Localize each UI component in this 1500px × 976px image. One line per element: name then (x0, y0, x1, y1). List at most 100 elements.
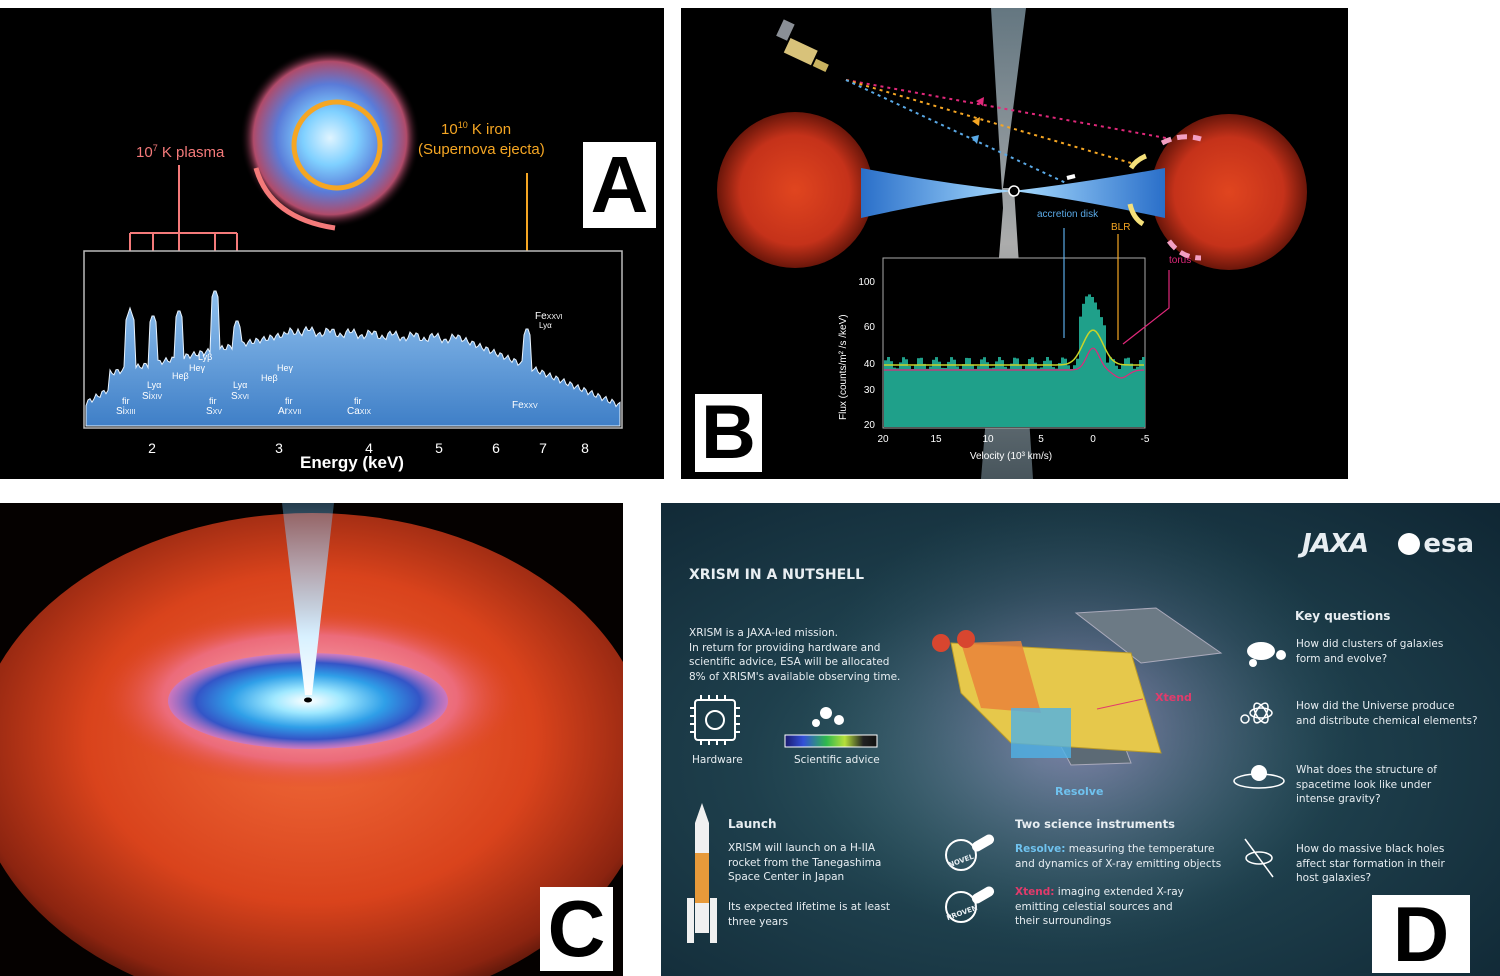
resolve-callout: Resolve (1055, 785, 1104, 798)
histogram-bin (1049, 360, 1052, 427)
histogram-bin (920, 357, 923, 427)
novel-badge-icon (945, 834, 995, 871)
model-curve-blr (884, 329, 1144, 366)
histogram-bin (1142, 357, 1145, 427)
histogram-bin (1034, 362, 1037, 427)
histogram-bin (902, 357, 905, 427)
histogram-bin (1010, 363, 1013, 427)
histogram-bin (1052, 367, 1055, 427)
xtend-line: emitting celestial sources and (1015, 900, 1173, 913)
lifetime-line: three years (728, 915, 789, 928)
svg-text:Lyα: Lyα (539, 321, 552, 330)
histogram-bin (884, 360, 887, 427)
panel-b: accretion disk BLR torus 100 60 40 30 20… (681, 8, 1348, 479)
histogram-bin (974, 368, 977, 427)
histogram-bin (926, 368, 929, 427)
jet-c (282, 503, 334, 695)
panel-d: JAXA esa XRISM IN A NUTSHELL XRISM is a … (661, 503, 1500, 976)
torus-label: torus (1169, 255, 1191, 266)
black-hole-jet-icon (1244, 838, 1274, 878)
histogram-bin (914, 364, 917, 427)
infographic-title: XRISM IN A NUTSHELL (689, 567, 865, 583)
plasma-label: 107 K plasma (136, 143, 225, 161)
intro-line: XRISM is a JAXA-led mission. (689, 627, 838, 639)
svg-text:fir: fir (209, 396, 217, 406)
key-questions-title: Key questions (1295, 609, 1391, 623)
lifetime-text: Its expected lifetime is at least three … (728, 900, 890, 929)
histogram-bin (1001, 360, 1004, 427)
svg-text:Heβ: Heβ (172, 371, 189, 381)
histogram-bin (1037, 368, 1040, 427)
histogram-bin (929, 366, 932, 427)
resolve-description: Resolve: measuring the temperature and d… (1015, 842, 1221, 871)
histogram-bin (911, 369, 914, 427)
xrism-satellite-icon (776, 19, 829, 72)
intro-line: 8% of XRISM's available observing time. (689, 670, 901, 683)
h-iia-rocket-icon (687, 803, 717, 943)
xtend-name: Xtend: (1015, 886, 1055, 898)
label-fir: fir (122, 396, 130, 406)
svg-text:Lyβ: Lyβ (198, 352, 212, 362)
svg-text:Lyα: Lyα (147, 380, 161, 390)
histogram-bin (977, 366, 980, 427)
question-line: and distribute chemical elements? (1296, 714, 1478, 727)
histogram-bin (1007, 368, 1010, 427)
line-of-sight-rays (845, 79, 1167, 184)
histogram-bin (1097, 309, 1100, 427)
histogram-bin (1088, 294, 1091, 427)
histogram-bin (986, 362, 989, 427)
histogram-bin (1076, 358, 1079, 427)
histogram-bin (899, 362, 902, 427)
histogram-bin (1082, 303, 1085, 427)
histogram-bin (1073, 365, 1076, 427)
panel-a: fir SiXIII Lyα SiXIV Heβ Lyβ Heγ fir SXV… (0, 8, 664, 479)
histogram-bin (1070, 369, 1073, 427)
histogram-bin (980, 359, 983, 427)
resolve-name: Resolve: (1015, 843, 1066, 855)
xtend-description: Xtend: imaging extended X-ray emitting c… (1015, 885, 1184, 929)
tick-4: 4 (365, 440, 373, 456)
svg-text:Heβ: Heβ (261, 373, 278, 383)
ytick-40: 40 (864, 359, 876, 370)
histogram-bin (965, 357, 968, 427)
histogram-bin (959, 368, 962, 427)
jaxa-logo: JAXA (1302, 529, 1369, 559)
ytick-30: 30 (864, 385, 876, 396)
histogram-bin (1013, 357, 1016, 427)
histogram-bin (1031, 357, 1034, 427)
histogram-bin (1055, 368, 1058, 427)
velocity-histogram (884, 294, 1145, 427)
histogram-bin (950, 357, 953, 427)
x-ray-spectrum (85, 290, 621, 427)
accretion-disk-label: accretion disk (1037, 209, 1099, 220)
panel-d-graphics (687, 503, 1361, 953)
tick-7: 7 (539, 440, 547, 456)
histogram-bin (890, 361, 893, 427)
histogram-bin (1061, 357, 1064, 427)
histogram-bin (998, 357, 1001, 427)
question-line: spacetime look like under (1296, 778, 1432, 791)
histogram-bin (1067, 365, 1070, 427)
histogram-bin (1025, 365, 1028, 427)
intro-line: scientific advice, ESA will be allocated (689, 656, 890, 668)
black-hole (1008, 185, 1020, 197)
histogram-bin (1103, 325, 1106, 427)
panel-a-figure: fir SiXIII Lyα SiXIV Heβ Lyβ Heγ fir SXV… (83, 48, 623, 472)
svg-text:SXV: SXV (206, 406, 222, 417)
svg-text:fir: fir (285, 396, 293, 406)
black-hole-c (304, 697, 312, 703)
accretion-disk-right (1013, 168, 1165, 218)
resolve-line: measuring the temperature (1065, 843, 1215, 855)
tick-8: 8 (581, 440, 589, 456)
hardware-label: Hardware (692, 754, 743, 766)
histogram-bin (938, 361, 941, 427)
launch-text: XRISM will launch on a H-IIA rocket from… (728, 841, 881, 885)
histogram-bin (917, 358, 920, 427)
histogram-bin (1124, 358, 1127, 427)
svg-text:Heγ: Heγ (277, 363, 294, 373)
iron-region-circle (291, 99, 383, 191)
histogram-bin (983, 357, 986, 427)
histogram-bin (956, 366, 959, 427)
line-labels: fir SiXIII Lyα SiXIV Heβ Lyβ Heγ fir SXV… (116, 311, 563, 417)
question-4: How do massive black holes affect star f… (1296, 842, 1445, 886)
